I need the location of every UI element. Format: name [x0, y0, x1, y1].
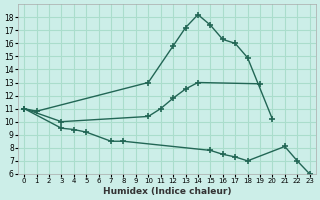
X-axis label: Humidex (Indice chaleur): Humidex (Indice chaleur): [103, 187, 231, 196]
